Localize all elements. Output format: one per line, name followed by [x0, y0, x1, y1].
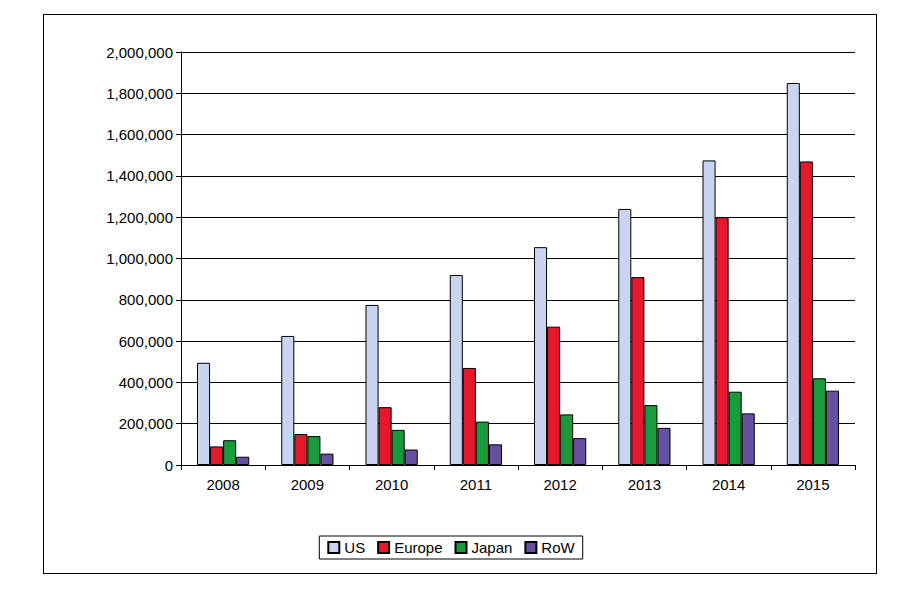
svg-text:Europe: Europe: [394, 539, 442, 556]
svg-text:0: 0: [165, 457, 173, 474]
svg-text:2011: 2011: [460, 476, 492, 493]
svg-text:2014: 2014: [712, 476, 745, 493]
svg-text:200,000: 200,000: [119, 415, 173, 432]
svg-text:2009: 2009: [291, 476, 324, 493]
svg-text:2,000,000: 2,000,000: [106, 44, 173, 61]
svg-text:1,000,000: 1,000,000: [106, 250, 173, 267]
svg-text:400,000: 400,000: [119, 374, 173, 391]
svg-text:2012: 2012: [543, 476, 576, 493]
svg-text:1,800,000: 1,800,000: [106, 85, 173, 102]
svg-text:2015: 2015: [796, 476, 829, 493]
svg-text:RoW: RoW: [541, 539, 575, 556]
svg-text:2010: 2010: [375, 476, 408, 493]
svg-text:600,000: 600,000: [119, 333, 173, 350]
svg-text:1,600,000: 1,600,000: [106, 126, 173, 143]
svg-text:US: US: [344, 539, 365, 556]
svg-text:Japan: Japan: [472, 539, 513, 556]
svg-text:1,400,000: 1,400,000: [106, 167, 173, 184]
svg-text:1,200,000: 1,200,000: [106, 209, 173, 226]
svg-text:2013: 2013: [628, 476, 661, 493]
svg-text:800,000: 800,000: [119, 291, 173, 308]
svg-text:2008: 2008: [206, 476, 239, 493]
